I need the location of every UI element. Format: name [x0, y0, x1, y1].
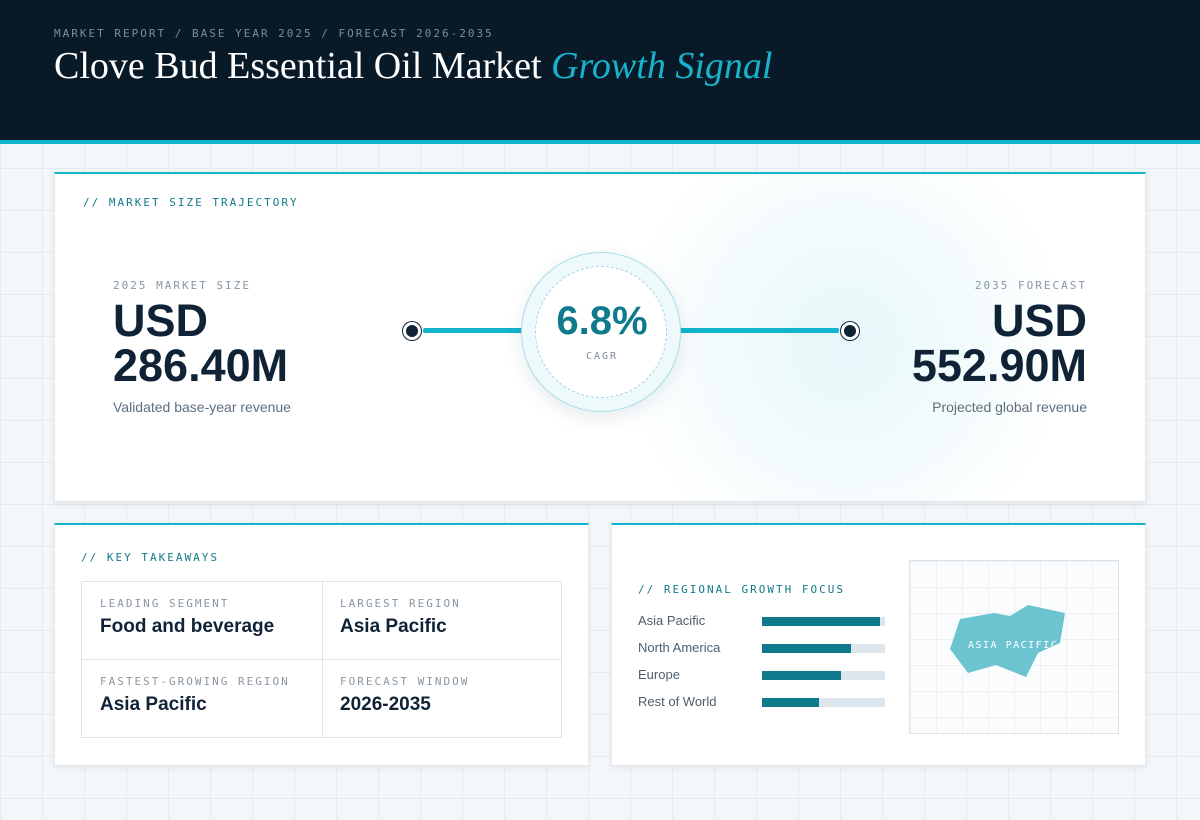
- trajectory-line-right: [679, 328, 839, 333]
- takeaway-key: FORECAST WINDOW: [340, 675, 470, 688]
- region-bar-track: [762, 617, 885, 626]
- region-name: Asia Pacific: [638, 613, 706, 628]
- region-bar-track: [762, 698, 885, 707]
- takeaways-grid: LEADING SEGMENT Food and beverage LARGES…: [81, 581, 562, 738]
- asia-pacific-map-icon: [950, 605, 1065, 677]
- regional-section-label: // REGIONAL GROWTH FOCUS: [638, 583, 845, 596]
- region-row: Europe: [638, 665, 888, 685]
- takeaway-value: Asia Pacific: [340, 616, 447, 637]
- takeaway-forecast-window: FORECAST WINDOW 2026-2035: [322, 660, 562, 738]
- takeaway-largest-region: LARGEST REGION Asia Pacific: [322, 582, 562, 660]
- regional-growth-card: // REGIONAL GROWTH FOCUS Asia Pacific No…: [611, 523, 1146, 766]
- takeaway-key: LARGEST REGION: [340, 597, 461, 610]
- start-stat-value: 286.40M: [113, 340, 289, 391]
- region-bar-fill: [762, 644, 851, 653]
- cagr-label: CAGR: [585, 351, 619, 362]
- start-point-marker: [403, 322, 421, 340]
- region-bar-track: [762, 671, 885, 680]
- cagr-value: 6.8%: [556, 299, 648, 343]
- end-stat-sub: Projected global revenue: [932, 399, 1087, 415]
- start-stat-sub: Validated base-year revenue: [113, 399, 291, 415]
- end-point-marker: [841, 322, 859, 340]
- takeaways-section-label: // KEY TAKEAWAYS: [81, 551, 219, 564]
- trajectory-section-label: // MARKET SIZE TRAJECTORY: [83, 196, 299, 209]
- trajectory-line-left: [423, 328, 523, 333]
- start-stat-currency: USD: [113, 295, 209, 346]
- region-row: Asia Pacific: [638, 611, 888, 631]
- start-stat-label: 2025 MARKET SIZE: [113, 279, 251, 292]
- end-stat-currency: USD: [991, 295, 1087, 346]
- takeaway-key: FASTEST-GROWING REGION: [100, 675, 290, 688]
- region-row: North America: [638, 638, 888, 658]
- takeaway-value: Food and beverage: [100, 616, 275, 637]
- key-takeaways-card: // KEY TAKEAWAYS LEADING SEGMENT Food an…: [54, 523, 589, 766]
- takeaway-leading-segment: LEADING SEGMENT Food and beverage: [82, 582, 322, 660]
- end-stat-value: 552.90M: [911, 340, 1087, 391]
- page-title: Clove Bud Essential Oil Market Growth Si…: [54, 44, 772, 88]
- region-name: Rest of World: [638, 694, 717, 709]
- end-stat-label: 2035 FORECAST: [974, 279, 1087, 292]
- breadcrumb: MARKET REPORT / BASE YEAR 2025 / FORECAS…: [54, 27, 494, 40]
- region-map: ASIA PACIFIC: [909, 560, 1119, 734]
- region-bar-fill: [762, 698, 819, 707]
- takeaway-fastest-growing-region: FASTEST-GROWING REGION Asia Pacific: [82, 660, 322, 738]
- region-bar-track: [762, 644, 885, 653]
- takeaway-value: Asia Pacific: [100, 694, 207, 715]
- title-main: Clove Bud Essential Oil Market: [54, 45, 542, 87]
- report-header: MARKET REPORT / BASE YEAR 2025 / FORECAS…: [0, 0, 1200, 144]
- region-row: Rest of World: [638, 692, 888, 712]
- region-name: North America: [638, 640, 721, 655]
- title-accent: Growth Signal: [551, 45, 773, 87]
- map-region-label: ASIA PACIFIC: [968, 640, 1059, 651]
- region-bar-fill: [762, 617, 881, 626]
- grid-divider-horizontal: [82, 659, 561, 660]
- region-name: Europe: [638, 667, 680, 682]
- region-bar-fill: [762, 671, 841, 680]
- market-size-trajectory-card: // MARKET SIZE TRAJECTORY 2025 MARKET SI…: [54, 172, 1146, 502]
- cagr-inner-circle: 6.8% CAGR: [535, 266, 667, 398]
- cagr-ring: 6.8% CAGR: [521, 252, 681, 412]
- takeaway-key: LEADING SEGMENT: [100, 597, 230, 610]
- takeaway-value: 2026-2035: [340, 694, 431, 715]
